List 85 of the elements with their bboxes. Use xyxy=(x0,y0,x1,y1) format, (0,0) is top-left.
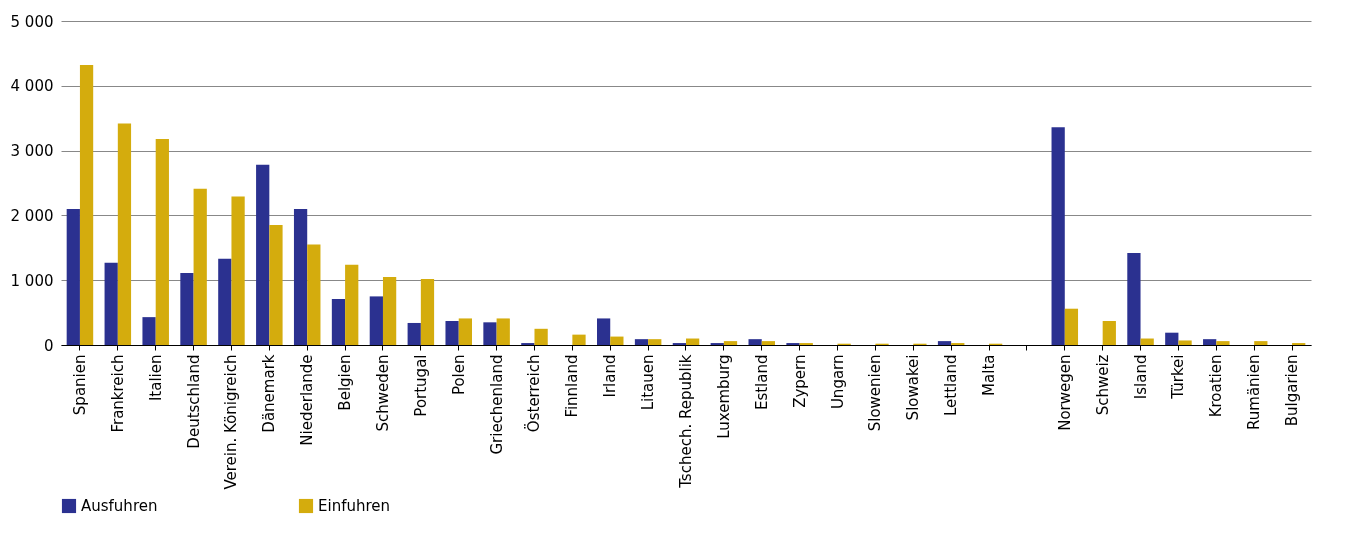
bar xyxy=(1051,127,1065,345)
bar xyxy=(231,196,245,345)
bar xyxy=(218,258,232,345)
x-tick-label: Malta xyxy=(980,354,999,396)
x-tick-label: Türkei xyxy=(1169,354,1188,400)
x-tick-label: Dänemark xyxy=(260,354,279,433)
bar xyxy=(572,334,586,345)
x-tick-label: Spanien xyxy=(70,354,89,416)
x-tick-label: Griechenland xyxy=(487,354,506,455)
x-tick-label: Kroatien xyxy=(1207,354,1226,418)
y-tick-label: 1 000 xyxy=(10,271,54,290)
x-tick-label: Österreich xyxy=(524,354,544,433)
x-tick-label: Schweiz xyxy=(1093,354,1112,416)
bar xyxy=(723,341,738,345)
bar xyxy=(193,188,207,345)
bar xyxy=(1165,332,1179,345)
bar xyxy=(458,318,472,345)
x-tick-label: Italien xyxy=(146,354,165,402)
x-tick-label: Verein. Königreich xyxy=(222,354,241,490)
x-tick-label: Zypern xyxy=(790,354,809,408)
bar xyxy=(256,164,270,345)
bar xyxy=(1178,340,1192,345)
bar xyxy=(180,273,194,345)
x-tick-label: Slowakei xyxy=(904,354,923,421)
bar xyxy=(382,276,397,345)
bar xyxy=(407,322,421,345)
bar xyxy=(1102,321,1116,345)
bar xyxy=(331,298,346,345)
bar xyxy=(307,244,321,345)
x-tick-label: Niederlande xyxy=(298,354,317,446)
bar xyxy=(104,262,118,345)
x-tick-label: Finnland xyxy=(563,354,582,418)
x-tick-label: Island xyxy=(1131,354,1150,400)
bar xyxy=(79,65,94,345)
y-tick-label: 2 000 xyxy=(10,206,54,225)
y-tick-label: 5 000 xyxy=(10,12,54,31)
bar xyxy=(420,278,435,345)
x-tick-label: Norwegen xyxy=(1055,354,1074,431)
bar xyxy=(648,339,662,345)
x-tick-label: Tschech. Republik xyxy=(677,354,695,489)
x-tick-label: Belgien xyxy=(336,354,355,411)
bar xyxy=(269,225,283,345)
bar xyxy=(1127,252,1141,345)
bar xyxy=(937,341,952,345)
bar xyxy=(761,341,776,345)
x-tick-label: Schweden xyxy=(373,354,392,432)
x-tick-label: Lettland xyxy=(942,354,961,416)
bar xyxy=(1140,338,1154,345)
bar xyxy=(634,339,649,345)
bar xyxy=(534,328,548,345)
bar xyxy=(1216,341,1230,345)
bar xyxy=(293,208,308,345)
x-tick-label: Ungarn xyxy=(828,354,847,410)
x-tick-label: Irland xyxy=(601,354,620,398)
bar xyxy=(596,318,611,345)
x-tick-label: Estland xyxy=(752,354,771,411)
x-tick-label: Deutschland xyxy=(184,354,203,449)
y-tick-label: 0 xyxy=(43,336,54,355)
bar xyxy=(117,123,132,345)
bar xyxy=(1254,341,1268,345)
bar xyxy=(686,338,700,345)
bar xyxy=(483,322,497,345)
bar xyxy=(66,208,80,345)
y-tick-label: 3 000 xyxy=(10,142,54,161)
bar xyxy=(1203,339,1217,345)
bar xyxy=(496,318,510,345)
bar xyxy=(748,339,762,345)
y-tick-label: 4 000 xyxy=(10,77,54,96)
x-tick-label: Slowenien xyxy=(866,354,885,432)
bar xyxy=(610,336,624,345)
x-tick-label: Portugal xyxy=(411,354,430,417)
bar xyxy=(445,321,459,345)
bar xyxy=(345,264,359,345)
x-tick-label: Rumänien xyxy=(1245,354,1264,430)
x-tick-label: Polen xyxy=(449,354,468,396)
legend-label: Ausfuhren xyxy=(81,497,158,515)
bar xyxy=(142,317,156,345)
x-tick-label: Luxemburg xyxy=(714,354,733,439)
x-tick-label: Litauen xyxy=(639,354,658,411)
bar xyxy=(1064,308,1079,345)
bar xyxy=(369,296,383,345)
x-tick-label: Frankreich xyxy=(108,354,127,433)
x-tick-label: Bulgarien xyxy=(1283,354,1302,427)
legend-label: Einfuhren xyxy=(318,497,391,515)
bar xyxy=(155,138,169,345)
